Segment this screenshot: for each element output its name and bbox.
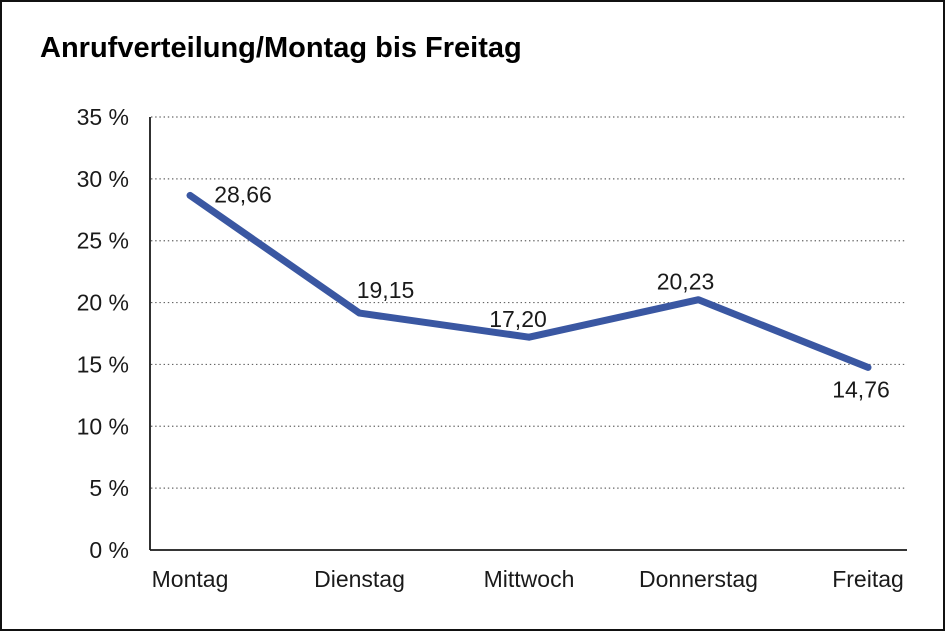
chart-title: Anrufverteilung/Montag bis Freitag: [40, 32, 522, 64]
y-axis-tick-label: 30 %: [77, 166, 129, 192]
data-point-label: 28,66: [214, 181, 272, 207]
data-series-line: [186, 191, 872, 371]
x-axis-category-label: Donnerstag: [639, 566, 758, 592]
y-axis-tick-label: 0 %: [89, 537, 129, 563]
y-axis-tick-label: 25 %: [77, 228, 129, 254]
y-axis-tick-label: 20 %: [77, 290, 129, 316]
data-point-label: 19,15: [357, 277, 415, 303]
y-axis-tick-label: 5 %: [89, 475, 129, 501]
data-point-label: 20,23: [657, 269, 715, 295]
y-axis-tick-label: 10 %: [77, 413, 129, 439]
data-point-label: 17,20: [489, 306, 547, 332]
y-axis-tick-label: 15 %: [77, 351, 129, 377]
x-axis-category-label: Dienstag: [314, 566, 405, 592]
y-axis-tick-label: 35 %: [77, 104, 129, 130]
data-point-label: 14,76: [832, 376, 890, 402]
x-axis-category-label: Freitag: [832, 566, 904, 592]
x-axis-category-label: Mittwoch: [484, 566, 575, 592]
x-axis-category-label: Montag: [152, 566, 229, 592]
